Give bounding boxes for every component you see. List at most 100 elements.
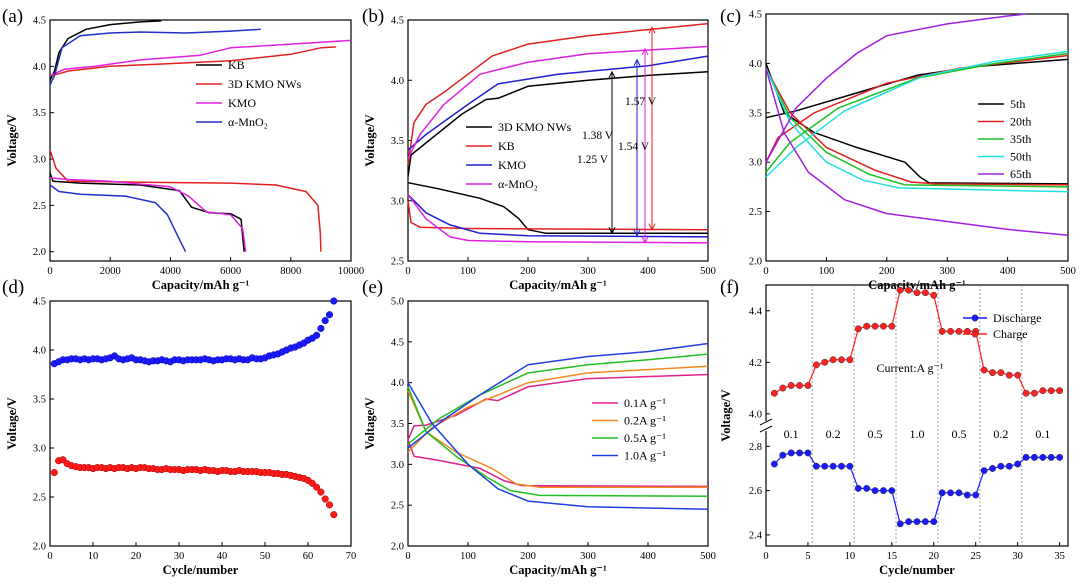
legend-marker [971, 330, 979, 338]
y-tick-label: 4.5 [391, 16, 404, 27]
x-tick-label: 400 [640, 266, 656, 277]
x-tick-label: 6000 [220, 266, 241, 277]
y-tick-label: 4.0 [749, 409, 762, 420]
series-point [980, 467, 988, 475]
y-tick-label: 2.6 [749, 486, 762, 497]
y-tick-label: 4.4 [749, 306, 763, 317]
series-charge-line [765, 13, 1026, 163]
discharge-point [325, 501, 334, 509]
series-point [804, 382, 812, 389]
x-tick-label: 25 [970, 551, 981, 562]
series-point [871, 487, 879, 495]
x-tick-label: 10000 [338, 266, 364, 277]
legend-label: α-MnO₂ [228, 115, 268, 129]
y-tick-label: 4.5 [749, 10, 762, 21]
series-point [1039, 387, 1047, 395]
x-tick-label: 500 [1060, 266, 1076, 277]
series-point [770, 460, 778, 468]
y-tick-label: 2.5 [391, 501, 404, 512]
series-charge-line [407, 342, 709, 449]
rate-label: 0.5 [951, 427, 966, 441]
plot-frame [765, 13, 1069, 262]
x-axis-label: Cycle/number [879, 563, 955, 577]
panel-label: (e) [362, 277, 383, 298]
series-discharge-line [407, 386, 709, 497]
panel-c: 0 100 200 300 400 5002.02.53.03.54.04.5Capaci… [749, 10, 1076, 293]
series-point [838, 462, 845, 470]
charge-point [313, 331, 321, 339]
legend-label: α-MnO₂ [498, 177, 538, 191]
series-point [997, 462, 1005, 470]
series-point [938, 327, 946, 335]
series-point [1022, 453, 1030, 461]
series-point [997, 369, 1005, 377]
legend-label: KMO [228, 96, 256, 110]
series-point [1005, 462, 1013, 470]
series-charge-line [407, 22, 709, 165]
legend-label: 3D KMO NWs [228, 77, 302, 91]
x-tick-label: 200 [520, 266, 536, 277]
series-point [1022, 389, 1030, 397]
legend-label: KB [228, 58, 245, 72]
plot-frame [407, 19, 709, 262]
series-charge-line [765, 52, 1069, 173]
x-tick-label: 100 [460, 266, 476, 277]
series-discharge-line [765, 68, 1069, 237]
y-axis-label: Voltage/V [363, 397, 377, 449]
y-tick-label: 4.5 [33, 297, 46, 308]
series-point [1014, 371, 1022, 379]
series-point [821, 358, 829, 366]
series-point [779, 451, 787, 459]
x-tick-label: 4000 [160, 266, 181, 277]
discharge-point [321, 495, 329, 503]
series-charge-line [49, 20, 162, 81]
gap-arrow-head [633, 229, 641, 237]
series-point [812, 361, 820, 369]
gap-arrow-head [648, 223, 656, 231]
y-tick-label: 4.0 [33, 62, 46, 73]
legend-label: 3D KMO NWs [498, 120, 572, 134]
y-tick-label: 4.5 [391, 337, 404, 348]
y-tick-label: 3.0 [749, 158, 762, 169]
series-point [930, 518, 938, 526]
x-tick-label: 300 [580, 266, 596, 277]
y-tick-label: 4.0 [391, 76, 404, 87]
gap-annotation: 1.57 V [625, 96, 657, 108]
series-charge-line [49, 46, 336, 77]
panel-a: 0 2000 4000 6000 8000 10000 2.0 2.5 3.0 3.5 4.0 4.5… [5, 16, 364, 293]
x-tick-label: 30 [1012, 551, 1023, 562]
series-charge-line [407, 373, 709, 441]
x-tick-label: 5 [805, 551, 810, 562]
rate-label: 0.1 [1035, 427, 1050, 441]
series-charge-line [49, 28, 261, 86]
series-discharge-line [765, 67, 1069, 186]
x-tick-label: 10 [88, 551, 99, 562]
x-tick-label: 10 [845, 551, 856, 562]
legend-label: 65th [1010, 167, 1031, 181]
series-discharge-line [407, 194, 709, 238]
legend-label: Discharge [993, 311, 1041, 325]
x-tick-label: 0 [47, 551, 52, 562]
y-tick-label: 2.5 [33, 493, 46, 504]
series-charge-line [407, 71, 709, 177]
x-tick-label: 400 [640, 551, 656, 562]
rate-label: 0.5 [868, 427, 883, 441]
x-tick-label: 40 [217, 551, 228, 562]
panel-f: 0 5 10 15 20 25 30 35 4.0 4.2 4.4 2.4 2.6 2.8 Cycle/nu… [719, 284, 1069, 577]
y-tick-label: 2.5 [33, 201, 46, 212]
series-point [796, 382, 804, 389]
legend-label: 35th [1010, 132, 1031, 146]
series-point [1056, 387, 1064, 395]
series-discharge-line [49, 176, 247, 252]
series-point [863, 322, 871, 330]
charge-point [321, 317, 329, 325]
series-point [921, 289, 929, 297]
y-axis-label: Voltage/V [363, 114, 377, 166]
charge-point [317, 324, 325, 332]
x-tick-label: 0 [47, 266, 52, 277]
x-tick-label: 20 [131, 551, 142, 562]
series-point [1030, 389, 1038, 397]
gap-arrow-head [608, 70, 616, 79]
y-tick-label: 5.0 [391, 297, 404, 308]
